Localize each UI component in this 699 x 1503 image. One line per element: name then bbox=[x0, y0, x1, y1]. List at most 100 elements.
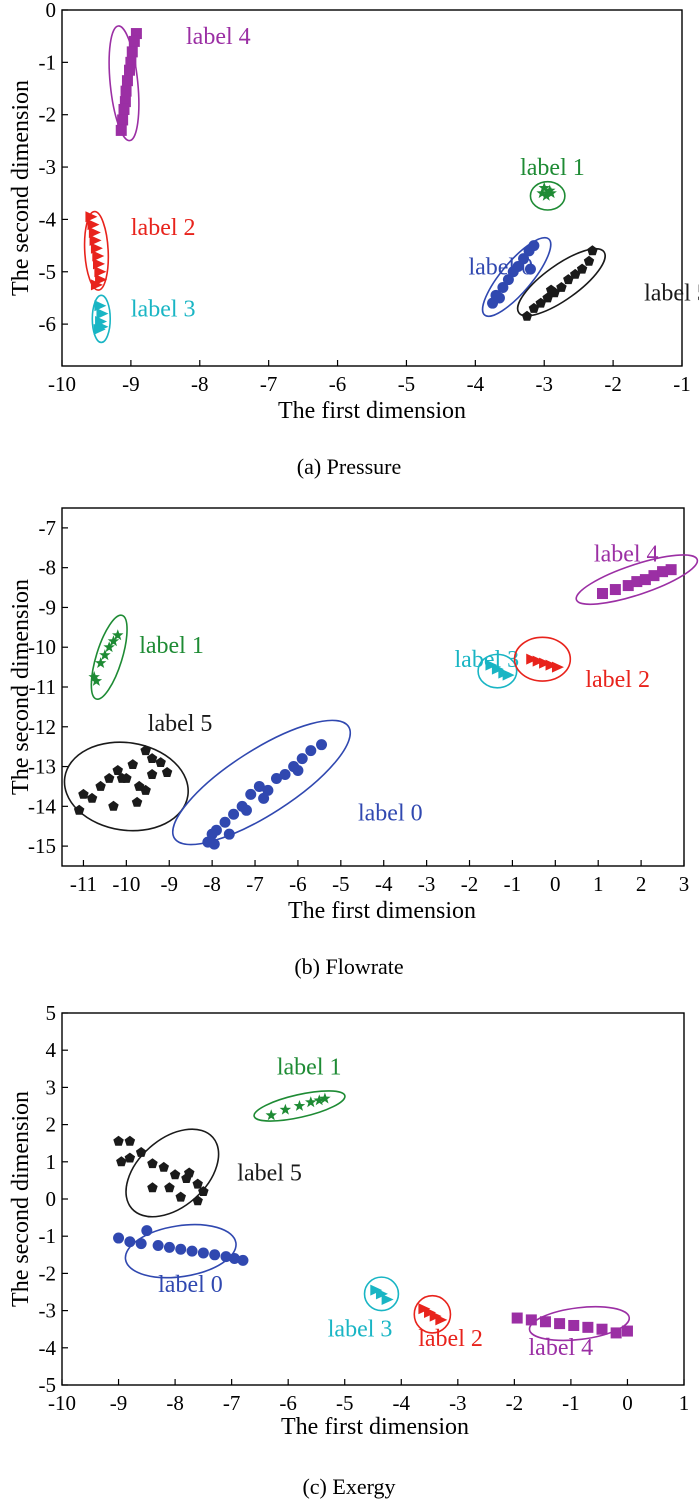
cluster-label-2: label 2 bbox=[83, 210, 196, 291]
x-tick-label: -2 bbox=[604, 372, 622, 396]
y-tick-label: -3 bbox=[39, 155, 57, 179]
panel-pressure: The second dimension The first dimension… bbox=[8, 0, 699, 479]
marker-pentagon bbox=[146, 753, 158, 763]
x-tick-label: -8 bbox=[203, 872, 221, 896]
marker-circle bbox=[512, 261, 524, 273]
marker-star bbox=[103, 641, 115, 653]
y-tick-label: -11 bbox=[29, 675, 56, 699]
marker-pentagon bbox=[140, 784, 151, 795]
marker-triangle bbox=[551, 661, 564, 673]
x-tick-label: 1 bbox=[593, 872, 604, 896]
x-tick-label: -10 bbox=[48, 1391, 76, 1415]
marker-circle bbox=[316, 739, 328, 751]
marker-circle bbox=[209, 1249, 221, 1261]
x-axis-label: The first dimension bbox=[288, 898, 476, 924]
x-tick-label: 0 bbox=[550, 872, 561, 896]
marker-circle bbox=[113, 1232, 125, 1244]
marker-circle bbox=[524, 263, 536, 275]
cluster-label-4: label 4 bbox=[575, 542, 699, 606]
marker-triangle bbox=[526, 653, 539, 665]
y-tick-label: -5 bbox=[39, 260, 57, 284]
marker-pentagon bbox=[78, 788, 89, 799]
y-tick-label: 5 bbox=[46, 1001, 57, 1025]
y-tick-label: 3 bbox=[46, 1075, 57, 1099]
marker-square bbox=[118, 103, 130, 115]
marker-triangle bbox=[96, 308, 109, 320]
marker-pentagon bbox=[124, 1135, 136, 1146]
marker-pentagon bbox=[184, 1167, 195, 1178]
x-tick-label: -6 bbox=[289, 872, 307, 896]
x-tick-label: -10 bbox=[112, 872, 140, 896]
marker-circle bbox=[220, 1251, 232, 1263]
marker-square bbox=[511, 1312, 523, 1324]
marker-circle bbox=[502, 274, 514, 286]
marker-square bbox=[639, 574, 651, 586]
marker-star bbox=[265, 1109, 277, 1121]
x-tick-label: -7 bbox=[260, 372, 278, 396]
marker-circle bbox=[186, 1245, 198, 1257]
cluster-label: label 1 bbox=[520, 155, 585, 181]
marker-circle bbox=[518, 253, 530, 265]
cluster-label: label 3 bbox=[328, 1317, 393, 1343]
marker-circle bbox=[228, 808, 240, 820]
marker-pentagon bbox=[124, 1152, 136, 1163]
marker-triangle bbox=[95, 274, 108, 286]
x-tick-label: -3 bbox=[449, 1391, 467, 1415]
marker-circle bbox=[279, 769, 291, 781]
marker-circle bbox=[135, 1238, 147, 1250]
cluster-label: label 0 bbox=[468, 254, 533, 280]
marker-triangle bbox=[85, 211, 98, 223]
marker-square bbox=[582, 1321, 594, 1333]
marker-circle bbox=[228, 1253, 240, 1265]
x-tick-label: -6 bbox=[279, 1391, 297, 1415]
cluster-ellipse bbox=[363, 1276, 400, 1312]
y-tick-label: 0 bbox=[46, 1187, 57, 1211]
cluster-ellipse bbox=[90, 614, 128, 700]
cluster-label-4: label 4 bbox=[108, 24, 251, 142]
marker-circle bbox=[245, 788, 257, 800]
x-tick-label: -8 bbox=[191, 372, 209, 396]
cluster-ellipse bbox=[528, 1305, 631, 1342]
x-tick-label: 2 bbox=[636, 872, 647, 896]
y-axis-label: The second dimension bbox=[8, 579, 34, 795]
cluster-ellipse bbox=[171, 719, 352, 846]
marker-pentagon bbox=[116, 773, 128, 783]
x-tick-label: -9 bbox=[110, 1391, 128, 1415]
marker-circle bbox=[141, 1225, 153, 1237]
marker-pentagon bbox=[521, 310, 533, 321]
cluster-label-0: label 0 bbox=[468, 236, 552, 318]
cluster-ellipse bbox=[513, 636, 572, 682]
cluster-ellipse bbox=[91, 294, 112, 344]
panel-caption: (b) Flowrate bbox=[294, 954, 403, 979]
cluster-ellipse bbox=[63, 741, 189, 832]
marker-pentagon bbox=[95, 780, 106, 791]
marker-pentagon bbox=[175, 1191, 186, 1202]
marker-pentagon bbox=[113, 1135, 124, 1146]
marker-square bbox=[120, 85, 132, 97]
x-tick-label: 0 bbox=[622, 1391, 633, 1415]
x-tick-label: -7 bbox=[246, 872, 264, 896]
y-tick-label: -2 bbox=[39, 1261, 57, 1285]
marker-pentagon bbox=[127, 759, 138, 769]
x-tick-label: -4 bbox=[393, 1391, 411, 1415]
marker-circle bbox=[296, 753, 308, 765]
marker-triangle bbox=[94, 300, 107, 312]
marker-star bbox=[94, 657, 107, 668]
marker-star bbox=[305, 1096, 317, 1108]
panel-flowrate: The second dimension The first dimension… bbox=[8, 507, 699, 979]
marker-pentagon bbox=[198, 1186, 209, 1196]
cluster-label: label 4 bbox=[529, 1335, 594, 1361]
y-tick-label: -2 bbox=[39, 103, 57, 127]
x-tick-label: -8 bbox=[166, 1391, 184, 1415]
cluster-label: label 2 bbox=[585, 667, 650, 693]
cluster-ellipse bbox=[481, 236, 552, 318]
panel-caption: (a) Pressure bbox=[297, 454, 401, 479]
marker-circle bbox=[493, 292, 505, 304]
marker-pentagon bbox=[116, 1156, 127, 1167]
marker-square bbox=[125, 56, 137, 68]
marker-square bbox=[568, 1319, 580, 1331]
y-tick-label: -3 bbox=[39, 1299, 57, 1323]
y-tick-label: -6 bbox=[39, 312, 57, 336]
marker-pentagon bbox=[108, 800, 119, 811]
